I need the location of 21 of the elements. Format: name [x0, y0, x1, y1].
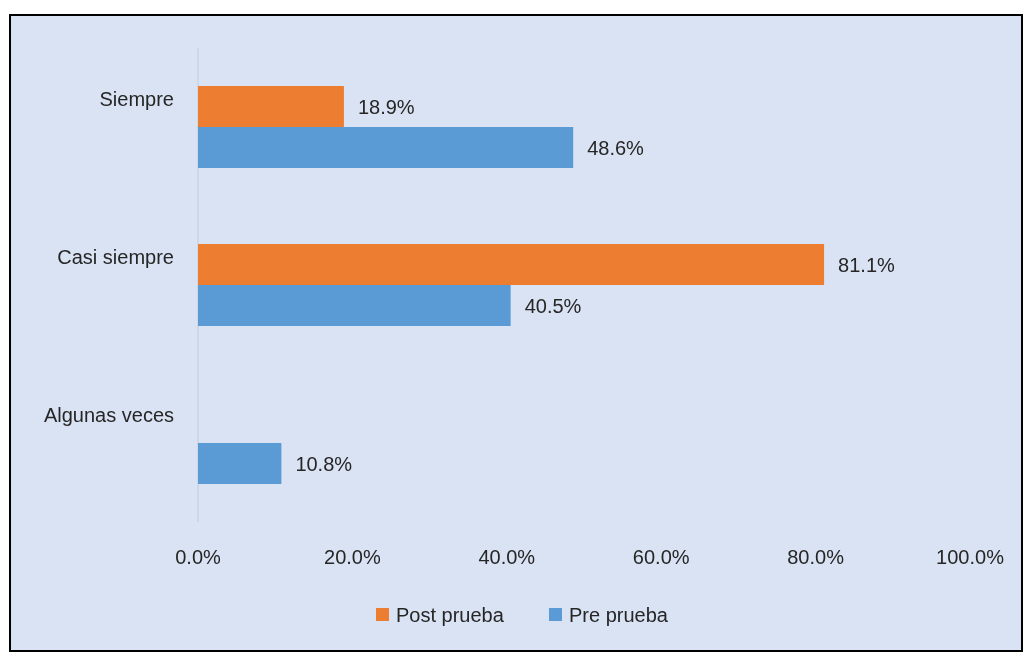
- x-tick-label: 100.0%: [936, 546, 1005, 568]
- y-tick-label: Algunas veces: [43, 404, 174, 426]
- bar: [198, 127, 574, 168]
- bar: [198, 244, 825, 285]
- data-label: 48.6%: [587, 136, 645, 159]
- data-label: 18.9%: [357, 95, 415, 118]
- x-tick-label: 60.0%: [632, 546, 690, 568]
- x-tick-label: 0.0%: [175, 546, 222, 568]
- y-tick-label: Siempre: [99, 88, 174, 110]
- x-tick-label: 40.0%: [478, 546, 536, 568]
- bar: [198, 86, 344, 127]
- bar: [198, 285, 511, 326]
- bar: [198, 443, 282, 484]
- y-tick-label: Casi siempre: [57, 246, 174, 268]
- x-tick-label: 20.0%: [324, 546, 381, 568]
- legend-label: Post prueba: [396, 604, 505, 626]
- data-label: 10.8%: [295, 452, 353, 475]
- x-tick-label: 80.0%: [787, 546, 845, 568]
- legend-label: Pre prueba: [569, 604, 669, 626]
- data-label: 81.1%: [838, 253, 896, 276]
- data-label: 40.5%: [524, 294, 582, 317]
